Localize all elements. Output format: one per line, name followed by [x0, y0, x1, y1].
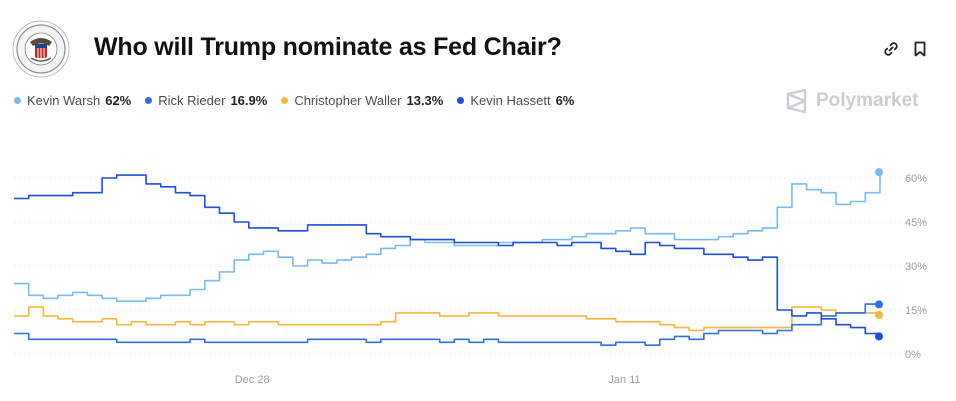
series-line-kevin-hassett: [14, 174, 881, 337]
legend-dot: [14, 97, 21, 104]
legend-value: 6%: [555, 93, 575, 108]
y-tick-label: 30%: [905, 261, 927, 273]
y-tick-label: 60%: [905, 173, 927, 185]
series-line-rick-rieder: [14, 303, 881, 346]
legend-dot: [145, 97, 153, 104]
polymarket-brand: Polymarket: [786, 89, 918, 113]
legend-label: Christopher Waller: [294, 93, 402, 108]
series-line-kevin-warsh: [14, 172, 881, 302]
bookmark-icon[interactable]: [911, 40, 929, 58]
series-endpoint-dot: [875, 168, 883, 177]
chart-legend: Kevin Warsh 62% Rick Rieder 16.9% Christ…: [14, 93, 574, 108]
y-tick-label: 45%: [905, 217, 927, 229]
series-endpoint-dot: [875, 310, 883, 319]
legend-value: 16.9%: [230, 93, 268, 108]
fed-seal-icon: [12, 20, 70, 78]
legend-value: 62%: [105, 93, 132, 108]
x-tick-label: Dec 28: [235, 374, 270, 386]
brand-name: Polymarket: [816, 90, 919, 111]
x-tick-label: Jan 11: [608, 374, 640, 386]
legend-label: Kevin Hassett: [470, 93, 551, 108]
polymarket-logo-icon: [786, 89, 807, 113]
series-line-christopher-waller: [14, 306, 881, 332]
legend-label: Rick Rieder: [158, 93, 226, 108]
page-title: Who will Trump nominate as Fed Chair?: [94, 33, 562, 61]
legend-dot: [281, 97, 289, 104]
legend-item-hassett: Kevin Hassett 6%: [457, 93, 574, 108]
legend-item-waller: Christopher Waller 13.3%: [281, 93, 443, 108]
legend-value: 13.3%: [406, 93, 444, 108]
legend-item-rieder: Rick Rieder 16.9%: [145, 93, 267, 108]
series-endpoint-dot: [875, 332, 883, 341]
link-icon[interactable]: [882, 40, 900, 58]
legend-label: Kevin Warsh: [27, 93, 101, 108]
legend-item-warsh: Kevin Warsh 62%: [14, 93, 131, 108]
y-tick-label: 15%: [905, 305, 927, 317]
series-endpoint-dot: [875, 300, 883, 309]
legend-dot: [457, 97, 465, 104]
y-tick-label: 0%: [905, 349, 921, 361]
